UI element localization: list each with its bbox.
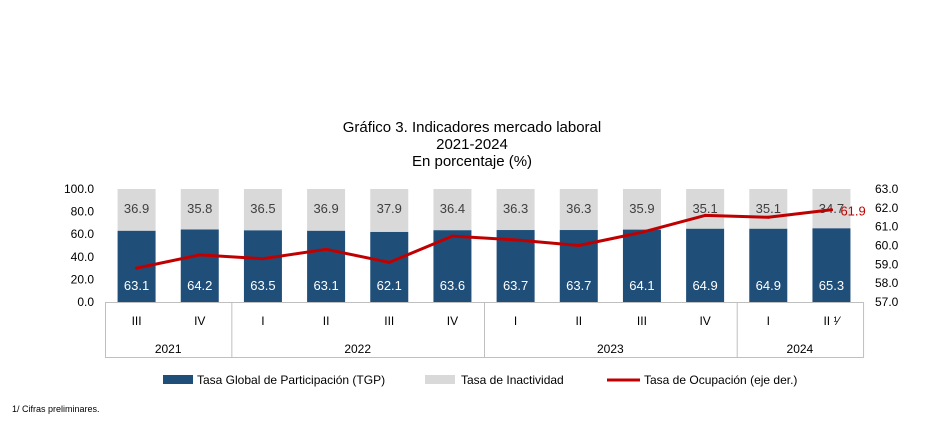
quarter-label: I [261, 314, 264, 328]
quarter-label: II ¹⁄ [823, 314, 841, 328]
occupancy-point [703, 213, 707, 217]
inactivity-value-label: 36.3 [566, 201, 591, 216]
inactivity-bar [370, 189, 409, 232]
year-label: 2022 [344, 342, 371, 356]
tgp-value-label: 62.1 [377, 278, 402, 293]
tgp-value-label: 64.9 [756, 278, 781, 293]
inactivity-value-label: 37.9 [377, 201, 402, 216]
chart-subtitle-years: 2021-2024 [436, 136, 508, 153]
inactivity-bar [749, 189, 788, 229]
occupancy-point [387, 260, 391, 264]
quarter-label: IV [447, 314, 458, 328]
occupancy-point [261, 257, 265, 261]
inactivity-value-label: 35.1 [692, 201, 717, 216]
inactivity-value-label: 36.3 [503, 201, 528, 216]
right-axis-tick-label: 60.0 [875, 239, 899, 253]
quarter-label: II [323, 314, 330, 328]
tgp-bar [749, 228, 788, 302]
quarter-label: I [767, 314, 770, 328]
tgp-bar [686, 228, 725, 302]
tgp-value-label: 63.6 [440, 278, 465, 293]
inactivity-value-label: 36.4 [440, 201, 465, 216]
occupancy-point [829, 208, 833, 212]
inactivity-bar [496, 189, 535, 231]
legend-swatch-inactivity [425, 375, 455, 384]
occupancy-point [514, 238, 518, 242]
tgp-value-label: 63.1 [124, 278, 149, 293]
quarter-label: II [575, 314, 582, 328]
tgp-value-label: 63.5 [250, 278, 275, 293]
occupancy-last-value-label: 61.9 [840, 204, 865, 219]
occupancy-line [135, 208, 833, 270]
left-axis-tick-label: 40.0 [71, 250, 95, 264]
legend-label-tgp: Tasa Global de Participación (TGP) [197, 373, 385, 387]
quarter-label: IV [699, 314, 710, 328]
inactivity-bar [117, 189, 156, 231]
legend-label-occupancy: Tasa de Ocupación (eje der.) [644, 373, 797, 387]
inactivity-bar [307, 189, 346, 231]
tgp-bar [180, 229, 219, 302]
right-axis-tick-label: 61.0 [875, 220, 899, 234]
footnote: 1/ Cifras preliminares. [12, 404, 100, 414]
left-axis-tick-label: 0.0 [77, 295, 94, 309]
occupancy-point [640, 230, 644, 234]
chart-title: Gráfico 3. Indicadores mercado laboral [342, 119, 602, 136]
quarter-label: III [132, 314, 142, 328]
year-label: 2024 [787, 342, 814, 356]
inactivity-value-label: 35.8 [187, 201, 212, 216]
tgp-value-label: 64.9 [692, 278, 717, 293]
quarter-label: IV [194, 314, 205, 328]
right-axis-tick-label: 57.0 [875, 295, 899, 309]
inactivity-bar [433, 189, 472, 231]
left-axis-tick-label: 20.0 [71, 272, 95, 286]
tgp-value-label: 63.1 [313, 278, 338, 293]
tgp-value-label: 64.1 [629, 278, 654, 293]
inactivity-bar [686, 189, 725, 229]
inactivity-bar [243, 189, 282, 231]
tgp-value-label: 65.3 [819, 278, 844, 293]
inactivity-value-label: 36.5 [250, 201, 275, 216]
tgp-value-label: 64.2 [187, 278, 212, 293]
tgp-bar [307, 230, 346, 302]
inactivity-value-label: 35.1 [756, 201, 781, 216]
inactivity-bar [180, 189, 219, 230]
right-axis-tick-label: 62.0 [875, 201, 899, 215]
tgp-value-label: 63.7 [503, 278, 528, 293]
tgp-bar [622, 229, 661, 302]
inactivity-bar [559, 189, 598, 231]
inactivity-value-label: 35.9 [629, 201, 654, 216]
inactivity-value-label: 36.9 [313, 201, 338, 216]
tgp-bar [243, 230, 282, 302]
occupancy-point [577, 244, 581, 247]
inactivity-bar [622, 189, 661, 230]
left-axis-tick-label: 100.0 [64, 182, 94, 196]
chart-subtitle-units: En porcentaje (%) [411, 153, 533, 170]
occupancy-point [198, 253, 202, 257]
inactivity-value-label: 36.9 [124, 201, 149, 216]
occupancy-point [766, 215, 770, 219]
occupancy-point [324, 247, 328, 251]
quarter-label: III [384, 314, 394, 328]
quarter-label: III [637, 314, 647, 328]
left-axis-tick-label: 60.0 [71, 227, 95, 241]
tgp-bar [812, 228, 851, 302]
tgp-bar [370, 231, 409, 302]
right-axis-tick-label: 58.0 [875, 276, 899, 290]
right-axis-tick-label: 63.0 [875, 182, 899, 196]
tgp-value-label: 63.7 [566, 278, 591, 293]
left-axis-tick-label: 80.0 [71, 205, 95, 219]
quarter-label: I [514, 314, 517, 328]
year-label: 2021 [155, 342, 182, 356]
legend-swatch-tgp [163, 375, 193, 384]
legend-label-inactivity: Tasa de Inactividad [461, 373, 564, 387]
year-label: 2023 [597, 342, 624, 356]
occupancy-point [135, 266, 139, 270]
right-axis-tick-label: 59.0 [875, 257, 899, 271]
occupancy-point [450, 234, 454, 238]
